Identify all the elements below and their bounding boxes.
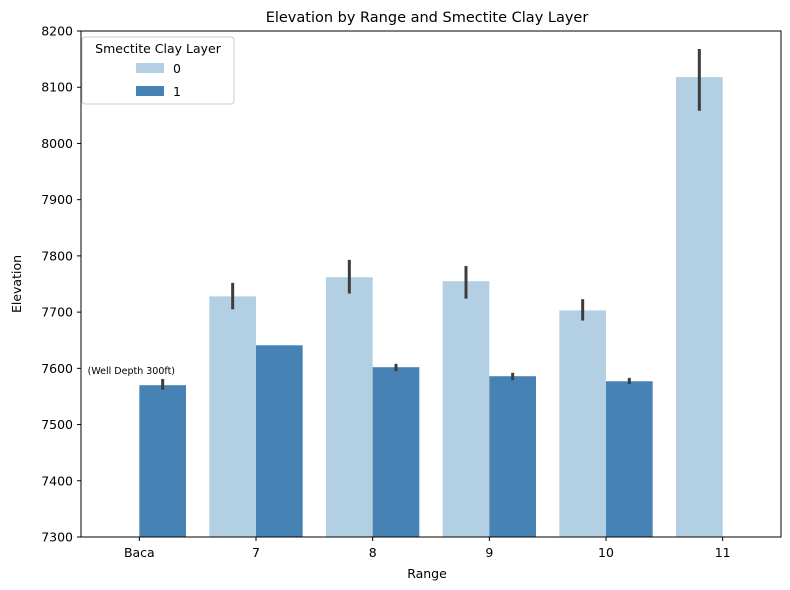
- x-tick-label: 10: [598, 545, 614, 560]
- x-tick-label: Baca: [124, 545, 155, 560]
- y-tick-label: 8100: [41, 80, 73, 95]
- y-tick-label: 8000: [41, 136, 73, 151]
- bar-series1-10: [606, 381, 653, 537]
- bar-series0-7: [209, 296, 256, 537]
- plot-frame: [80, 30, 782, 538]
- y-tick-label: 7700: [41, 305, 73, 320]
- bar-series0-11: [676, 77, 723, 537]
- annotations-layer: (Well Depth 300ft): [88, 366, 175, 377]
- x-tick-label: 7: [252, 545, 260, 560]
- bar-series1-Baca: [139, 385, 186, 537]
- y-tick-label: 7800: [41, 248, 73, 263]
- bars-layer: [139, 77, 723, 537]
- bar-series0-10: [559, 310, 606, 537]
- annotation-text: (Well Depth 300ft): [88, 366, 175, 377]
- x-axis: Baca 7 8 9 10 11: [124, 537, 731, 560]
- legend-label-0: 0: [173, 61, 181, 76]
- legend-label-1: 1: [173, 84, 181, 99]
- bar-series1-8: [372, 367, 420, 537]
- y-tick-label: 7300: [41, 530, 73, 545]
- bar-series1-9: [489, 376, 536, 537]
- bar-series1-7: [256, 345, 303, 537]
- bar-series0-9: [442, 281, 490, 537]
- x-tick-label: 9: [485, 545, 493, 560]
- y-tick-label: 8200: [41, 24, 73, 39]
- y-axis-label: Elevation: [9, 255, 24, 313]
- y-tick-label: 7400: [41, 473, 73, 488]
- chart-title: Elevation by Range and Smectite Clay Lay…: [266, 10, 589, 26]
- x-tick-label: 11: [715, 545, 731, 560]
- legend-swatch-0: [136, 63, 164, 73]
- bar-series0-8: [326, 277, 373, 537]
- x-axis-label: Range: [407, 566, 447, 581]
- legend-title: Smectite Clay Layer: [95, 41, 222, 56]
- legend-swatch-1: [136, 86, 164, 96]
- y-tick-label: 7900: [41, 192, 73, 207]
- y-tick-label: 7500: [41, 417, 73, 432]
- y-axis: 7300 7400 7500 7600 7700 7800 7900 8000 8100 8200: [41, 24, 81, 545]
- error-bars-layer: [161, 48, 701, 390]
- legend: Smectite Clay Layer 0 1: [81, 36, 235, 105]
- y-tick-label: 7600: [41, 361, 73, 376]
- x-tick-label: 8: [369, 545, 377, 560]
